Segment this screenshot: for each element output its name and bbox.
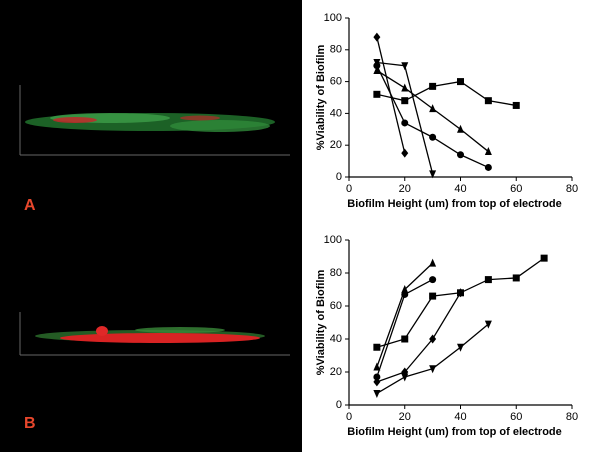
marker [429,365,437,374]
y-tick-label: 0 [336,171,342,183]
marker [457,288,464,298]
x-tick-label: 20 [399,411,411,423]
marker [429,133,437,141]
marker [484,163,492,171]
marker [401,83,409,92]
x-tick-label: 80 [566,411,578,423]
marker [373,377,381,387]
y-tick-label: 100 [324,12,342,24]
y-axis-label: %Viability of Biofilm [315,270,327,376]
marker [429,82,437,90]
panel-label: B [24,415,36,432]
marker [484,97,492,105]
marker [373,373,381,381]
y-tick-label: 40 [330,333,342,345]
marker [429,104,437,113]
marker [401,62,409,71]
x-tick-label: 80 [566,183,578,195]
marker [429,334,437,344]
y-tick-label: 60 [330,76,342,88]
marker [429,276,437,284]
x-tick-label: 20 [399,183,411,195]
panel-label: A [24,197,36,214]
marker [373,343,381,351]
marker [540,254,548,262]
marker [457,151,464,159]
x-tick-label: 0 [346,411,352,423]
y-tick-label: 100 [324,234,342,246]
marker [401,373,409,382]
y-axis-label: %Viability of Biofilm [315,45,327,151]
image-panel [0,0,302,452]
x-tick-label: 0 [346,183,352,195]
y-tick-label: 40 [330,107,342,119]
x-axis-label: Biofilm Height (um) from top of electrod… [347,426,562,438]
series-line [376,36,406,154]
y-tick-label: 80 [330,44,342,56]
series-line [376,292,462,383]
y-tick-label: 60 [330,300,342,312]
marker [457,343,464,352]
x-axis-label: Biofilm Height (um) from top of electrod… [347,198,562,210]
marker [512,274,520,282]
marker [401,119,409,127]
marker [401,285,409,293]
marker [401,290,409,298]
marker [373,32,381,42]
y-tick-label: 20 [330,366,342,378]
y-tick-label: 20 [330,139,342,151]
marker [429,292,437,300]
x-tick-label: 60 [510,183,522,195]
y-tick-label: 80 [330,267,342,279]
marker [373,389,381,398]
marker [457,124,464,133]
marker [373,362,381,371]
marker [484,276,492,284]
y-tick-label: 0 [336,399,342,411]
marker [373,90,381,98]
series-line [376,80,517,107]
micrograph-b [19,312,290,356]
marker [429,258,437,267]
micrograph-a [19,85,290,156]
marker [484,147,492,156]
marker [401,148,409,158]
marker [484,320,492,329]
marker [373,65,381,74]
marker [373,59,381,68]
marker [512,101,520,109]
x-tick-label: 40 [454,411,466,423]
marker [457,78,464,86]
marker [429,170,437,179]
x-tick-label: 60 [510,411,522,423]
x-tick-label: 40 [454,183,466,195]
marker [401,335,409,343]
marker [401,97,409,105]
